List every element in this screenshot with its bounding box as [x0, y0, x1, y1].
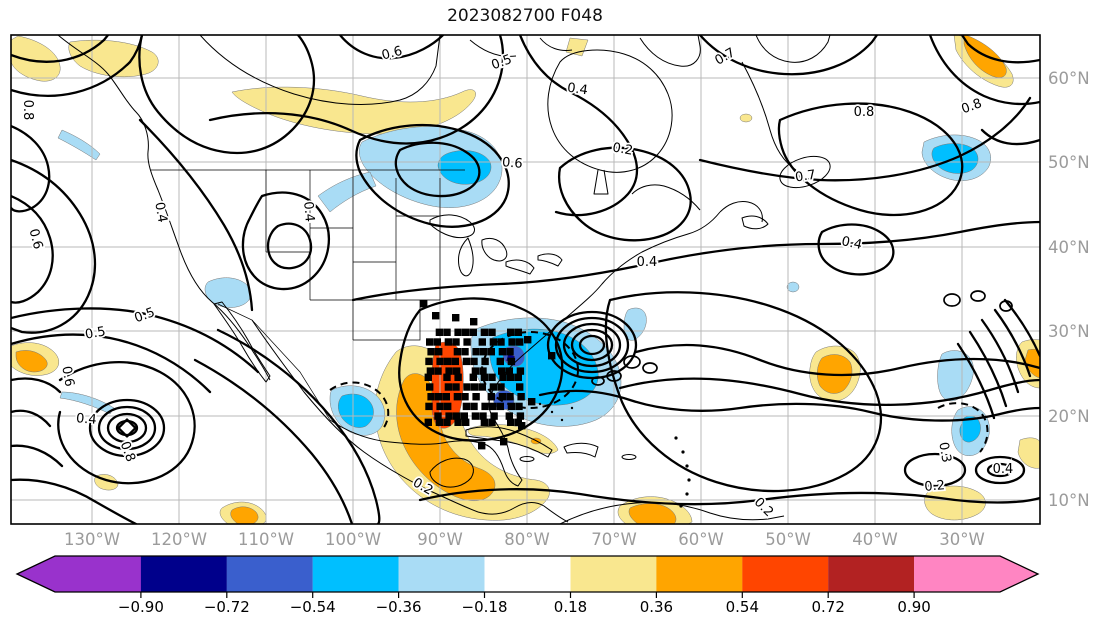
colorbar: −0.90 −0.72 −0.54 −0.36 −0.18 0.18 0.36 …: [15, 555, 1040, 616]
contour-label: 0.4: [566, 81, 589, 99]
colorbar-tick-label: −0.72: [204, 598, 250, 615]
lon-tick-label: 90°W: [417, 530, 463, 549]
colorbar-tick-label: 0.54: [726, 598, 759, 615]
contour-label: 0.4: [75, 411, 97, 428]
lon-tick-label: 40°W: [852, 530, 898, 549]
contour-lines: [11, 35, 1040, 524]
colorbar-tick-label: −0.90: [118, 598, 164, 615]
contour-label: 0.3: [935, 441, 953, 464]
colorbar-segment: [914, 556, 1001, 592]
colorbar-segment: [398, 556, 485, 592]
lon-tick-label: 130°W: [64, 530, 120, 549]
contour-label: 0.8: [20, 100, 35, 121]
contour-label: 0.2: [924, 478, 946, 495]
contour-label: 0.6: [25, 227, 45, 251]
contour-label: 0.4: [151, 201, 169, 224]
lon-tick-label: 60°W: [678, 530, 724, 549]
colorbar-tick-labels: −0.90 −0.72 −0.54 −0.36 −0.18 0.18 0.36 …: [118, 598, 931, 616]
colorbar-segment: [140, 556, 227, 592]
colorbar-ticks: [140, 592, 915, 598]
contour-label: 0.4: [637, 255, 658, 270]
contour-label: 0.5: [84, 324, 107, 342]
colorbar-segment: [55, 556, 141, 592]
colorbar-segment: [828, 556, 915, 592]
colorbar-segment: [570, 556, 657, 592]
contour-label: 0.2: [611, 140, 634, 158]
lat-tick-label: 60°N: [1048, 69, 1090, 88]
colorbar-left-arrow: [17, 556, 55, 592]
y-axis-labels: 60°N 50°N 40°N 30°N 20°N 10°N: [1048, 69, 1090, 510]
x-axis-labels: 130°W 120°W 110°W 100°W 90°W 80°W 70°W 6…: [64, 530, 985, 549]
page-title: 2023082700 F048: [447, 6, 603, 26]
lat-tick-label: 30°N: [1048, 322, 1090, 341]
contour-label: 0.7: [794, 168, 817, 186]
colorbar-segment: [484, 556, 571, 592]
contour-label: 0.6: [501, 155, 523, 172]
island-dots: [538, 402, 691, 508]
colorbar-outline: [15, 555, 1040, 593]
colorbar-segment: [742, 556, 829, 592]
colorbar-tick-label: 0.90: [897, 598, 930, 615]
lon-tick-label: 120°W: [151, 530, 207, 549]
lon-tick-label: 70°W: [591, 530, 637, 549]
lon-tick-label: 110°W: [238, 530, 294, 549]
colorbar-tick-label: 0.36: [640, 598, 673, 615]
colorbar-tick-label: −0.18: [462, 598, 508, 615]
contour-label: 0.8: [854, 105, 875, 120]
political-borders: [150, 169, 465, 421]
colorbar-tick-label: 0.72: [811, 598, 844, 615]
lat-tick-label: 40°N: [1048, 238, 1090, 257]
contour-label: 0.6: [58, 365, 76, 388]
lon-tick-label: 30°W: [939, 530, 985, 549]
colorbar-tick-label: −0.54: [290, 598, 336, 615]
colorbar-segment: [226, 556, 313, 592]
contour-label: 0.4: [840, 234, 863, 253]
colorbar-right-arrow: [1000, 556, 1038, 592]
map-frame: [10, 34, 1041, 525]
colorbar-tick-label: 0.18: [554, 598, 587, 615]
colorbar-segment: [656, 556, 743, 592]
lon-tick-label: 50°W: [765, 530, 811, 549]
lon-tick-label: 80°W: [504, 530, 550, 549]
colorbar-segment: [312, 556, 399, 592]
contour-label: 0.4: [300, 201, 317, 223]
contour-label: 0.4: [993, 462, 1014, 477]
map-canvas: [11, 35, 1040, 524]
lat-tick-label: 20°N: [1048, 407, 1090, 426]
contour-labels: 0.6 0.5 0.4 0.2 0.6 0.4 0.7 0.8 0.8 0.7 …: [18, 42, 1015, 522]
colorbar-tick-label: −0.36: [376, 598, 422, 615]
lon-tick-label: 100°W: [325, 530, 381, 549]
lat-tick-label: 50°N: [1048, 153, 1090, 172]
lat-tick-label: 10°N: [1048, 491, 1090, 510]
contour-label: 0.6: [380, 44, 404, 64]
significance-stippling: [420, 300, 556, 450]
